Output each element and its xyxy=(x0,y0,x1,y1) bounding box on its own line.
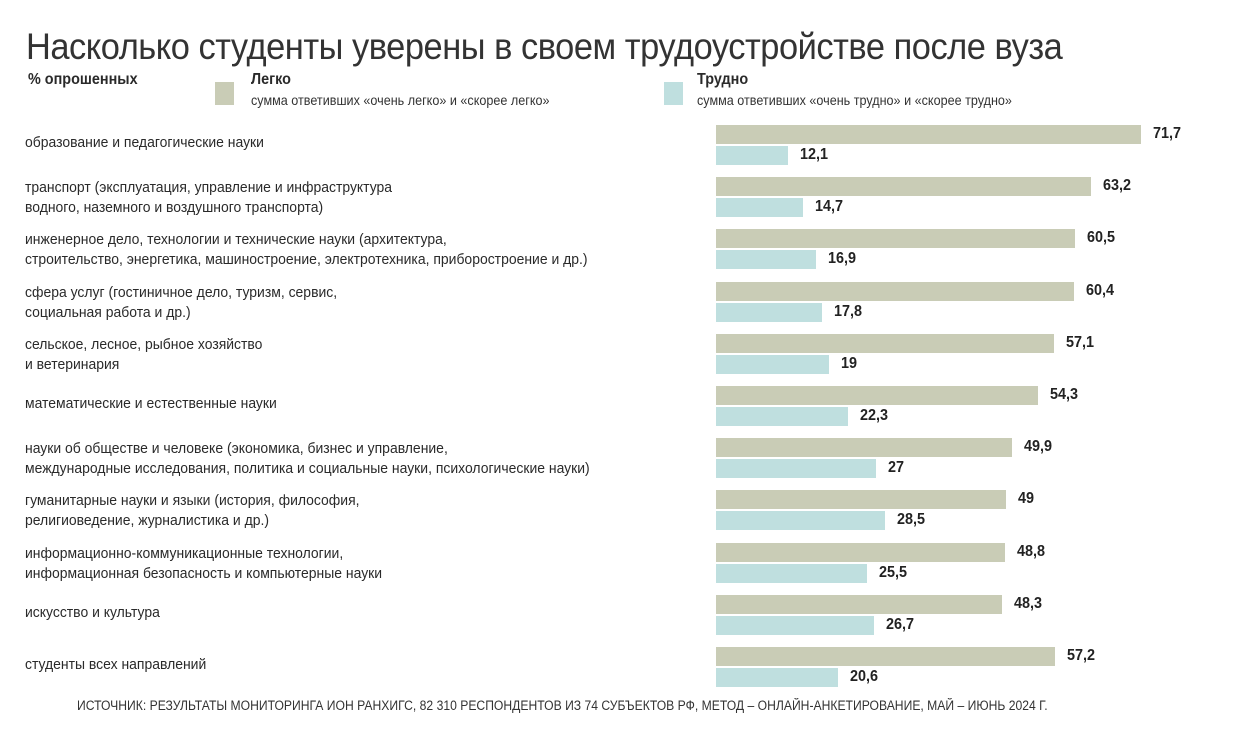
legend-swatch-hard xyxy=(664,82,683,105)
value-label-hard: 20,6 xyxy=(850,668,879,685)
value-label-easy: 48,8 xyxy=(1017,542,1046,560)
value-label-easy: 71,7 xyxy=(1153,125,1182,142)
value-label-easy: 57,1 xyxy=(1066,333,1095,351)
bar-easy xyxy=(716,281,1075,301)
bar-hard xyxy=(716,407,849,426)
bar-hard xyxy=(716,146,788,165)
value-label-easy: 49,9 xyxy=(1023,438,1052,456)
bar-hard xyxy=(716,198,804,218)
value-label-easy: 57,2 xyxy=(1067,647,1096,664)
bar-hard xyxy=(716,250,817,270)
category-label: науки об обществе и человеке (экономика,… xyxy=(25,440,590,478)
category-label: сельское, лесное, рыбное хозяйство и вете… xyxy=(25,335,263,373)
category-label: сфера услуг (гостиничное дело, туризм, с… xyxy=(25,283,338,321)
bar-easy xyxy=(716,229,1075,249)
category-label: искусство и культура xyxy=(25,603,160,621)
bar-easy xyxy=(716,177,1091,197)
legend-name-hard: Трудно xyxy=(697,71,749,88)
legend-name-easy: Легко xyxy=(251,71,291,88)
bar-hard xyxy=(716,302,822,322)
bar-easy xyxy=(716,594,1003,614)
bar-hard xyxy=(716,354,829,374)
value-label-hard: 22,3 xyxy=(860,407,889,424)
category-label: инженерное дело, технологии и технически… xyxy=(25,231,588,269)
value-label-hard: 19 xyxy=(840,354,857,372)
bar-hard xyxy=(716,511,885,531)
bar-hard xyxy=(716,459,877,479)
value-label-hard: 14,7 xyxy=(815,198,844,216)
category-label: математические и естественные науки xyxy=(25,395,277,412)
category-label: информационно-коммуникационные технологи… xyxy=(25,544,383,582)
bar-hard xyxy=(716,615,875,635)
source-note: ИСТОЧНИК: РЕЗУЛЬТАТЫ МОНИТОРИНГА ИОН РАН… xyxy=(77,698,1048,713)
value-label-easy: 54,3 xyxy=(1049,386,1078,403)
bar-easy xyxy=(716,647,1056,666)
value-label-easy: 63,2 xyxy=(1102,177,1131,195)
value-label-easy: 48,3 xyxy=(1014,594,1043,612)
legend-desc-hard: сумма ответивших «очень трудно» и «скоре… xyxy=(697,92,1012,108)
bar-easy xyxy=(716,386,1038,405)
value-label-easy: 49 xyxy=(1018,490,1035,508)
legend-swatch-easy xyxy=(215,82,234,105)
legend-desc-easy: сумма ответивших «очень легко» и «скорее… xyxy=(251,92,550,108)
bar-hard xyxy=(716,563,868,583)
value-label-easy: 60,4 xyxy=(1086,281,1115,299)
value-label-hard: 16,9 xyxy=(828,250,857,268)
category-label: гуманитарные науки и языки (история, фил… xyxy=(25,492,360,530)
value-label-hard: 12,1 xyxy=(799,146,828,163)
category-label: образование и педагогические науки xyxy=(25,134,264,151)
category-label: транспорт (эксплуатация, управление и ин… xyxy=(25,179,393,217)
chart-title: Насколько студенты уверены в своем трудо… xyxy=(26,26,1063,67)
value-label-hard: 28,5 xyxy=(896,511,925,529)
bar-easy xyxy=(716,125,1141,144)
value-label-easy: 60,5 xyxy=(1086,229,1115,247)
category-label: студенты всех направлений xyxy=(25,656,207,673)
value-label-hard: 27 xyxy=(888,459,905,477)
bar-hard xyxy=(716,668,839,687)
bar-easy xyxy=(716,490,1007,510)
value-label-hard: 25,5 xyxy=(879,563,908,581)
unit-label: % опрошенных xyxy=(28,71,138,88)
value-label-hard: 26,7 xyxy=(886,615,915,633)
bar-easy xyxy=(716,333,1055,353)
bar-easy xyxy=(716,542,1006,562)
bar-easy xyxy=(716,438,1012,458)
value-label-hard: 17,8 xyxy=(833,302,862,320)
